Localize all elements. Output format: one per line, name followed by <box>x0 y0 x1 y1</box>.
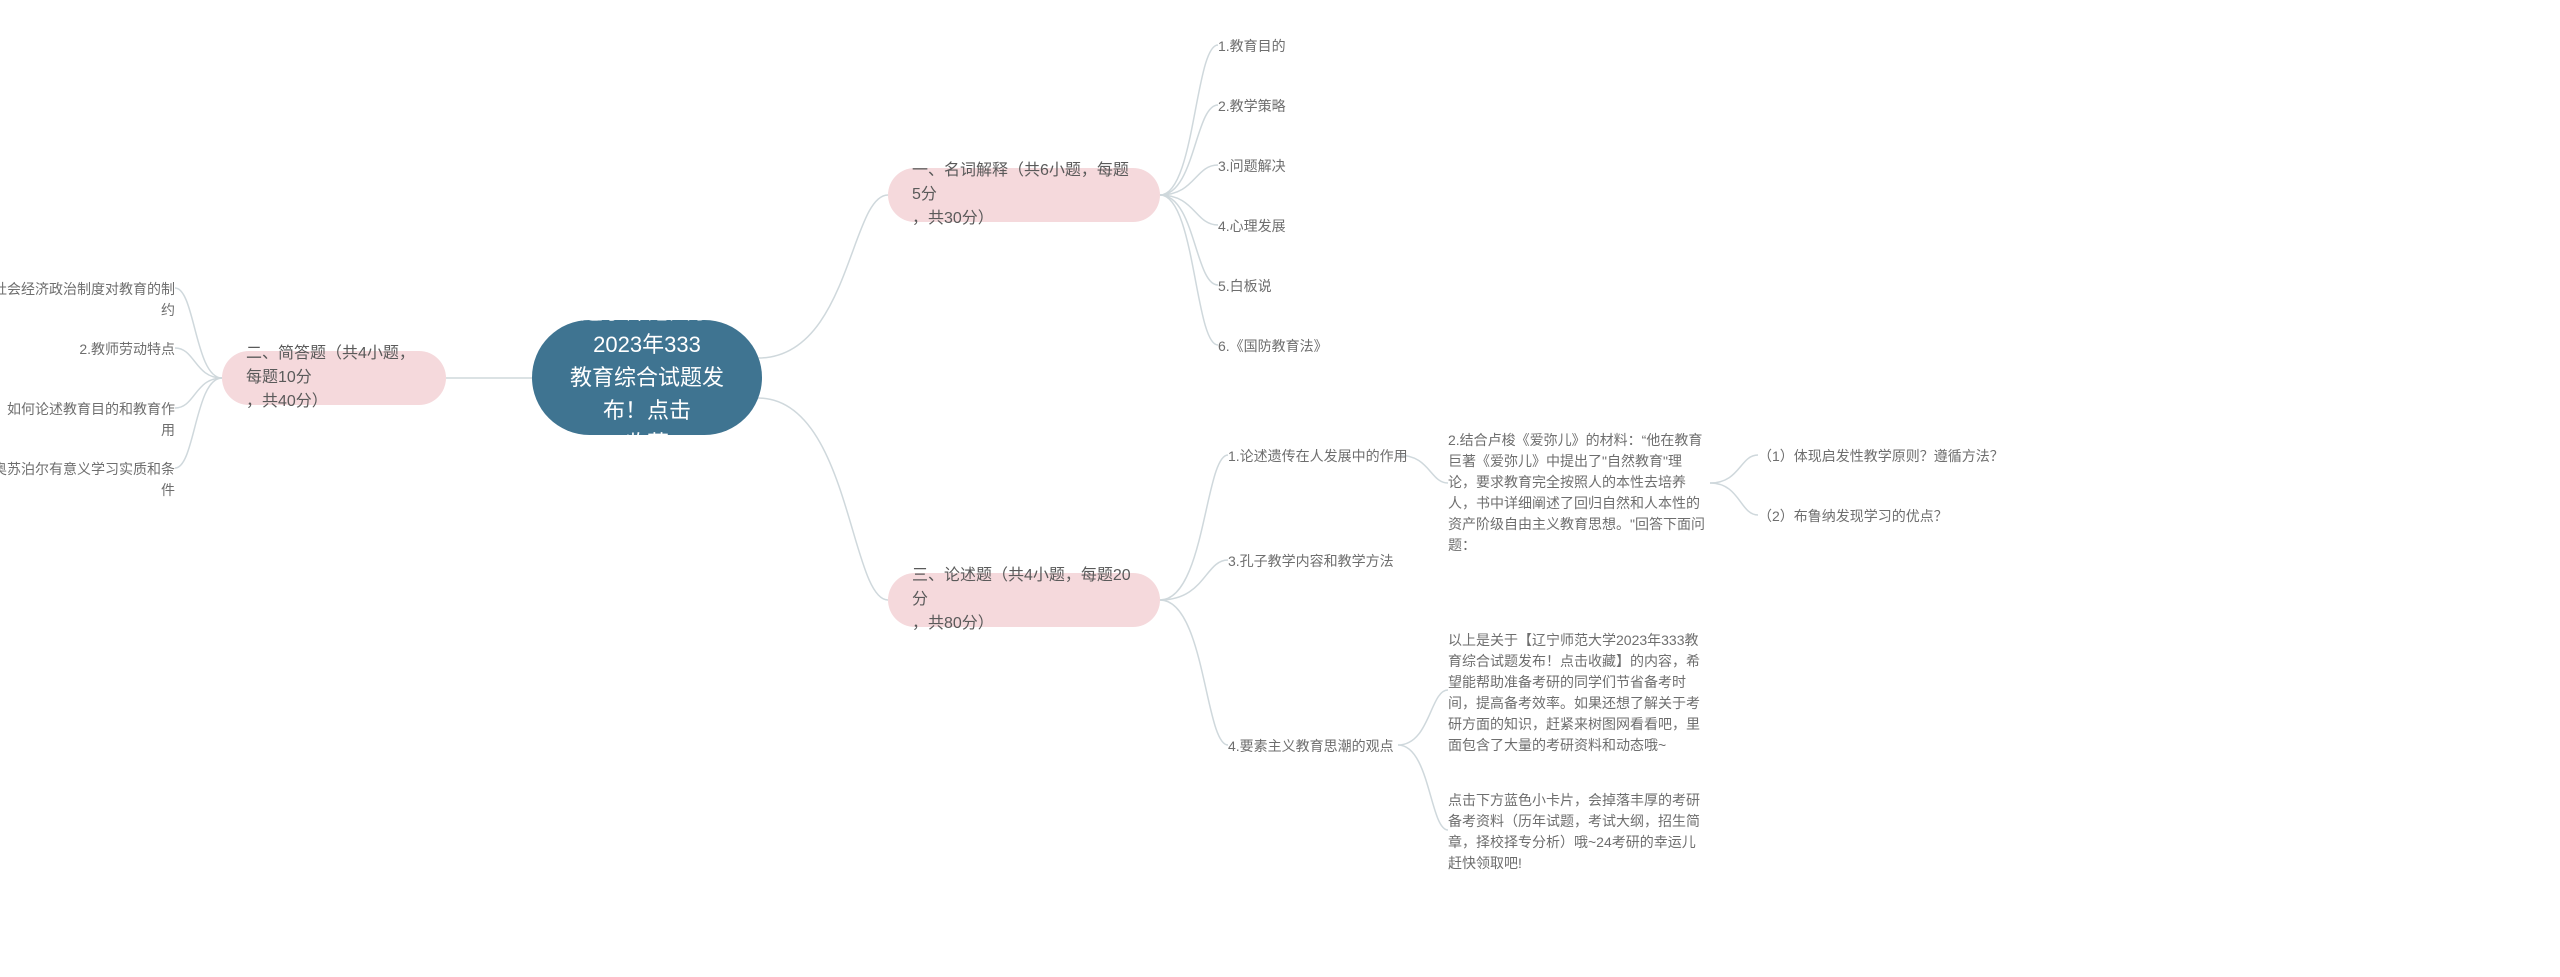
s3-para1-node: 以上是关于【辽宁师范大学2023年333教育综合试题发布！点击收藏】的内容，希望… <box>1448 630 1708 756</box>
s1-leaf-3: 3.问题解决 <box>1218 156 1286 177</box>
s2-leaf-4: 4.奥苏泊尔有意义学习实质和条件 <box>0 459 175 501</box>
s3-sub2-label: 2.结合卢梭《爱弥儿》的材料：“他在教育巨著《爱弥儿》中提出了"自然教育"理论，… <box>1448 432 1705 553</box>
s3-leaf-3-label: 3.孔子教学内容和教学方法 <box>1228 551 1394 572</box>
s1-leaf-2-label: 2.教学策略 <box>1218 96 1286 117</box>
s3-leaf-1: 1.论述遗传在人发展中的作用 <box>1228 446 1408 467</box>
s3-leaf-4-label: 4.要素主义教育思潮的观点 <box>1228 736 1394 757</box>
s3-sub2-child-1: （1）体现启发性教学原则？遵循方法？ <box>1758 446 2004 467</box>
s1-leaf-6-label: 6.《国防教育法》 <box>1218 336 1328 357</box>
s3-sub2-child-2: （2）布鲁纳发现学习的优点？ <box>1758 506 1948 527</box>
s2-leaf-1-label: 1.社会经济政治制度对教育的制约 <box>0 279 175 321</box>
s3-sub2-child-2-label: （2）布鲁纳发现学习的优点？ <box>1758 506 1948 527</box>
s3-para2-label: 点击下方蓝色小卡片，会掉落丰厚的考研备考资料（历年试题，考试大纲，招生简章，择校… <box>1448 792 1700 871</box>
s3-leaf-3: 3.孔子教学内容和教学方法 <box>1228 551 1394 572</box>
section-2-node: 二、简答题（共4小题，每题10分，共40分） <box>222 351 446 405</box>
s2-leaf-1: 1.社会经济政治制度对教育的制约 <box>0 279 175 321</box>
s2-leaf-2: 2.教师劳动特点 <box>0 339 175 360</box>
s2-leaf-4-label: 4.奥苏泊尔有意义学习实质和条件 <box>0 459 175 501</box>
connectors-svg <box>0 0 2560 977</box>
s1-leaf-4-label: 4.心理发展 <box>1218 216 1286 237</box>
section-3-label: 三、论述题（共4小题，每题20分，共80分） <box>912 564 1136 636</box>
mindmap-canvas: { "root": { "label": "辽宁师范大学2023年333\n教育… <box>0 0 2560 977</box>
section-2-label: 二、简答题（共4小题，每题10分，共40分） <box>246 342 422 414</box>
s1-leaf-6: 6.《国防教育法》 <box>1218 336 1328 357</box>
root-label: 辽宁师范大学2023年333教育综合试题发布！点击收藏 <box>562 295 732 460</box>
s3-leaf-4: 4.要素主义教育思潮的观点 <box>1228 736 1394 757</box>
root-node: 辽宁师范大学2023年333教育综合试题发布！点击收藏 <box>532 320 762 435</box>
s3-para1-label: 以上是关于【辽宁师范大学2023年333教育综合试题发布！点击收藏】的内容，希望… <box>1448 632 1700 753</box>
s1-leaf-3-label: 3.问题解决 <box>1218 156 1286 177</box>
s1-leaf-5: 5.白板说 <box>1218 276 1272 297</box>
s1-leaf-1-label: 1.教育目的 <box>1218 36 1286 57</box>
s3-sub2-child-1-label: （1）体现启发性教学原则？遵循方法？ <box>1758 446 2004 467</box>
section-3-node: 三、论述题（共4小题，每题20分，共80分） <box>888 573 1160 627</box>
s2-leaf-3-label: 3.梁启超：如何论述教育目的和教育作用 <box>0 399 175 441</box>
s2-leaf-3: 3.梁启超：如何论述教育目的和教育作用 <box>0 399 175 441</box>
section-1-label: 一、名词解释（共6小题，每题5分，共30分） <box>912 159 1136 231</box>
s2-leaf-2-label: 2.教师劳动特点 <box>79 339 175 360</box>
section-1-node: 一、名词解释（共6小题，每题5分，共30分） <box>888 168 1160 222</box>
s1-leaf-1: 1.教育目的 <box>1218 36 1286 57</box>
s3-para2-node: 点击下方蓝色小卡片，会掉落丰厚的考研备考资料（历年试题，考试大纲，招生简章，择校… <box>1448 790 1708 874</box>
s1-leaf-4: 4.心理发展 <box>1218 216 1286 237</box>
s1-leaf-2: 2.教学策略 <box>1218 96 1286 117</box>
s1-leaf-5-label: 5.白板说 <box>1218 276 1272 297</box>
s3-leaf-1-label: 1.论述遗传在人发展中的作用 <box>1228 446 1408 467</box>
s3-sub2-node: 2.结合卢梭《爱弥儿》的材料：“他在教育巨著《爱弥儿》中提出了"自然教育"理论，… <box>1448 430 1708 556</box>
